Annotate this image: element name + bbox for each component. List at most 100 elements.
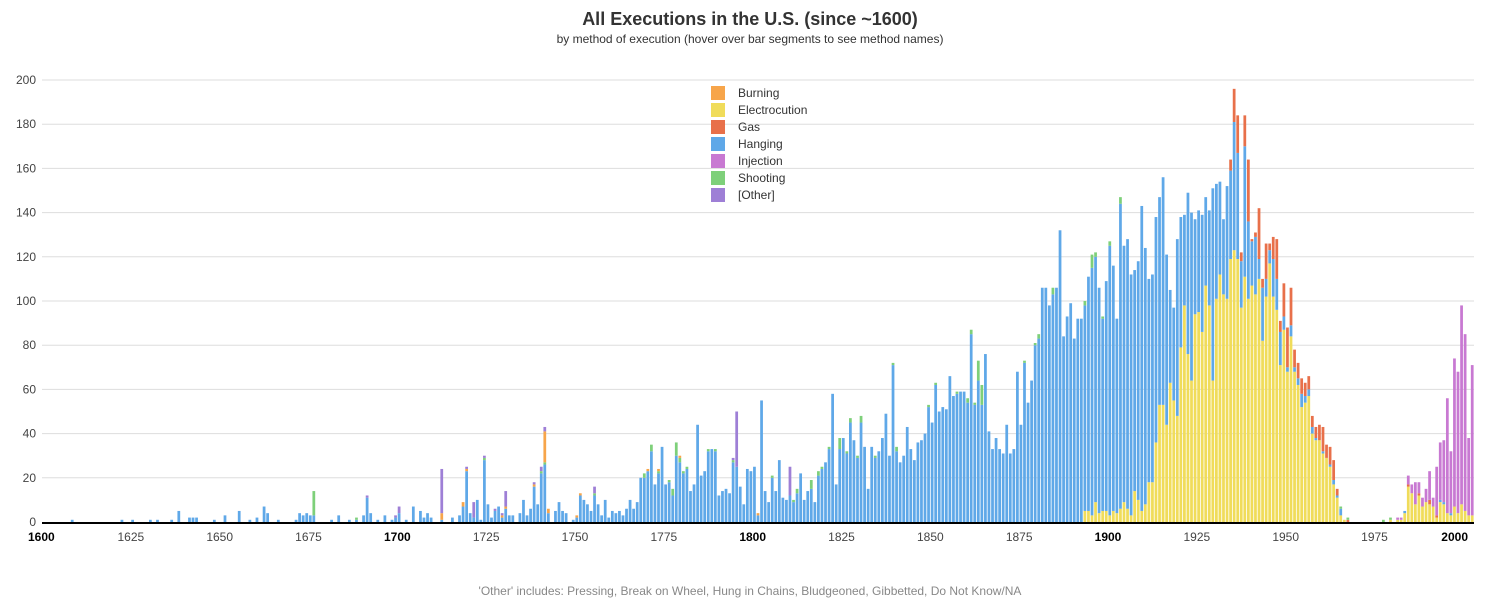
bar-segment-hanging[interactable]: Hanging: 9 (792, 502, 795, 522)
bar-segment-hanging[interactable]: Hanging: 5 (237, 510, 241, 522)
bar-segment-hanging[interactable]: Hanging: 44 (696, 424, 699, 522)
bar-segment-hanging[interactable]: Hanging: 2 (429, 517, 433, 522)
bar-segment-hanging[interactable]: Hanging: 14 (774, 491, 778, 522)
bar-segment-hanging[interactable]: Hanging: 27 (898, 462, 902, 522)
bar-segment-electrocution[interactable]: Electrocution: 7 (1453, 506, 1456, 522)
bar-segment-electrocution[interactable]: Electrocution: 5 (1083, 510, 1087, 522)
bar-segment-shooting[interactable]: Shooting: 1 (355, 517, 358, 520)
bar-segment-shooting[interactable]: Shooting: 2 (895, 446, 898, 452)
bar-segment-hanging[interactable]: Hanging: 4 (266, 513, 270, 522)
bar-segment-hanging[interactable]: Hanging: 62 (934, 384, 938, 522)
bar-segment-hanging[interactable]: Hanging: 76 (984, 354, 987, 522)
bar-segment-electrocution[interactable]: Electrocution: 4 (1115, 513, 1119, 522)
bar-segment-hanging[interactable]: Hanging: 80 (1175, 239, 1179, 416)
bar-segment-hanging[interactable]: Hanging: 23 (749, 471, 753, 522)
bar-segment-gas[interactable]: Gas: 18 (1286, 327, 1289, 368)
bar-segment-shooting[interactable]: Shooting: 2 (1037, 334, 1041, 339)
bar-segment-hanging[interactable]: Hanging: 11 (781, 497, 785, 522)
bar-segment-hanging[interactable]: Hanging: 5 (618, 510, 621, 522)
bar-segment-hanging[interactable]: Hanging: 41 (1183, 214, 1186, 306)
bar-segment-hanging[interactable]: Hanging: 33 (827, 449, 831, 522)
bar-segment-hanging[interactable]: Hanging: 21 (1239, 261, 1243, 308)
bar-segment-hanging[interactable]: Hanging: 53 (973, 404, 977, 522)
bar-segment-hanging[interactable]: Hanging: 4 (564, 513, 568, 522)
bar-segment-hanging[interactable]: Hanging: 31 (1001, 453, 1005, 522)
bar-segment-hanging[interactable]: Hanging: 28 (912, 460, 916, 522)
bar-segment-hanging[interactable]: Hanging: 22 (539, 473, 543, 522)
bar-segment-hanging[interactable]: Hanging: 1 (390, 519, 394, 522)
bar-segment-hanging[interactable]: Hanging: 3 (1307, 389, 1311, 397)
bar-segment-electrocution[interactable]: Electrocution: 82 (1261, 340, 1264, 522)
bar-segment-shooting[interactable]: Shooting: 1 (1339, 506, 1343, 509)
bar-segment-hanging[interactable]: Hanging: 1 (404, 519, 408, 522)
bar-segment-hanging[interactable]: Hanging: 94 (1151, 274, 1154, 483)
bar-segment-hanging[interactable]: Hanging: 59 (962, 391, 966, 522)
bar-segment-shooting[interactable]: Shooting: 1 (827, 446, 831, 450)
bar-segment-hanging[interactable]: Hanging: 12 (788, 495, 792, 522)
bar-segment-hanging[interactable]: Hanging: 3 (756, 515, 760, 522)
bar-segment-electrocution[interactable]: Electrocution: 103 (1222, 294, 1225, 522)
bar-segment-hanging[interactable]: Hanging: 1 (212, 519, 216, 522)
bar-segment-shooting[interactable]: Shooting: 1 (770, 475, 774, 478)
bar-segment-gas[interactable]: Gas: 5 (1310, 415, 1314, 427)
bar-segment-hanging[interactable]: Hanging: 10 (628, 499, 632, 522)
bar-segment-injection[interactable]: Injection: 80 (1463, 334, 1467, 511)
bar-segment-hanging[interactable]: Hanging: 53 (1200, 214, 1204, 332)
bar-segment-hanging[interactable]: Hanging: 1 (1449, 513, 1453, 516)
bar-segment-hanging[interactable]: Hanging: 15 (1278, 331, 1282, 366)
bar-segment-other[interactable]: [Other]: 25 (735, 411, 739, 467)
bar-segment-shooting[interactable]: Shooting: 2 (678, 457, 682, 463)
bar-segment-hanging[interactable]: Hanging: 38 (841, 438, 845, 522)
bar-segment-hanging[interactable]: Hanging: 7 (262, 506, 266, 522)
bar-segment-shooting[interactable]: Shooting: 1 (1346, 517, 1350, 520)
bar-segment-hanging[interactable]: Hanging: 1 (156, 519, 159, 522)
bar-segment-gas[interactable]: Gas: 23 (1257, 208, 1261, 260)
bar-segment-hanging[interactable]: Hanging: 3 (525, 515, 529, 522)
bar-segment-hanging[interactable]: Hanging: 99 (1069, 303, 1073, 522)
bar-segment-hanging[interactable]: Hanging: 12 (671, 495, 675, 522)
bar-segment-hanging[interactable]: Hanging: 15 (724, 488, 728, 522)
bar-segment-hanging[interactable]: Hanging: 31 (1008, 453, 1012, 522)
bar-segment-electrocution[interactable]: Electrocution: 54 (1303, 402, 1307, 522)
bar-segment-electrocution[interactable]: Electrocution: 119 (1229, 259, 1232, 522)
bar-segment-hanging[interactable]: Hanging: 80 (1033, 345, 1037, 522)
bar-segment-electrocution[interactable]: Electrocution: 17 (1332, 484, 1336, 522)
bar-segment-shooting[interactable]: Shooting: 9 (980, 384, 984, 405)
bar-segment-hanging[interactable]: Hanging: 49 (884, 413, 888, 522)
bar-segment-shooting[interactable]: Shooting: 1 (731, 460, 735, 463)
bar-segment-hanging[interactable]: Hanging: 33 (909, 449, 913, 522)
bar-segment-hanging[interactable]: Hanging: 87 (1101, 318, 1105, 511)
bar-segment-hanging[interactable]: Hanging: 54 (1026, 402, 1030, 522)
bar-segment-hanging[interactable]: Hanging: 33 (998, 449, 1001, 522)
bar-segment-hanging[interactable]: Hanging: 22 (799, 473, 803, 522)
bar-segment-hanging[interactable]: Hanging: 5 (561, 510, 564, 522)
bar-segment-shooting[interactable]: Shooting: 6 (1090, 254, 1094, 268)
bar-segment-electrocution[interactable]: Electrocution: 112 (1218, 274, 1222, 522)
bar-segment-hanging[interactable]: Hanging: 20 (639, 477, 643, 522)
bar-segment-electrocution[interactable]: Electrocution: 52 (1300, 407, 1304, 522)
bar-segment-hanging[interactable]: Hanging: 41 (987, 431, 991, 522)
bar-segment-injection[interactable]: Injection: 64 (1456, 371, 1460, 514)
bar-segment-hanging[interactable]: Hanging: 34 (863, 446, 866, 522)
bar-segment-hanging[interactable]: Hanging: 44 (1019, 424, 1023, 522)
bar-segment-electrocution[interactable]: Electrocution: 16 (1406, 486, 1410, 522)
bar-segment-injection[interactable]: Injection: 26 (1438, 442, 1442, 500)
bar-segment-gas[interactable]: Gas: 1 (1417, 493, 1421, 496)
bar-segment-hanging[interactable]: Hanging: 112 (1090, 267, 1094, 516)
bar-segment-hanging[interactable]: Hanging: 6 (529, 508, 532, 522)
bar-segment-electrocution[interactable]: Electrocution: 4 (1445, 513, 1449, 522)
bar-segment-gas[interactable]: Gas: 15 (1232, 88, 1236, 122)
bar-segment-shooting[interactable]: Shooting: 1 (1382, 519, 1385, 522)
bar-segment-hanging[interactable]: Hanging: 3 (458, 515, 461, 522)
bar-segment-injection[interactable]: Injection: 4 (1410, 484, 1414, 494)
bar-segment-hanging[interactable]: Hanging: 1 (330, 519, 333, 522)
bar-segment-hanging[interactable]: Hanging: 25 (735, 466, 739, 522)
bar-segment-electrocution[interactable]: Electrocution: 1 (1342, 519, 1346, 522)
bar-segment-shooting[interactable]: Shooting: 1 (657, 471, 660, 474)
bar-segment-injection[interactable]: Injection: 4 (1406, 475, 1410, 485)
bar-segment-electrocution[interactable]: Electrocution: 10 (1136, 499, 1140, 522)
bar-segment-hanging[interactable]: Hanging: 10 (785, 499, 788, 522)
bar-segment-hanging[interactable]: Hanging: 1 (170, 519, 174, 522)
bar-segment-hanging[interactable]: Hanging: 44 (1005, 424, 1009, 522)
bar-segment-hanging[interactable]: Hanging: 116 (1122, 245, 1126, 503)
